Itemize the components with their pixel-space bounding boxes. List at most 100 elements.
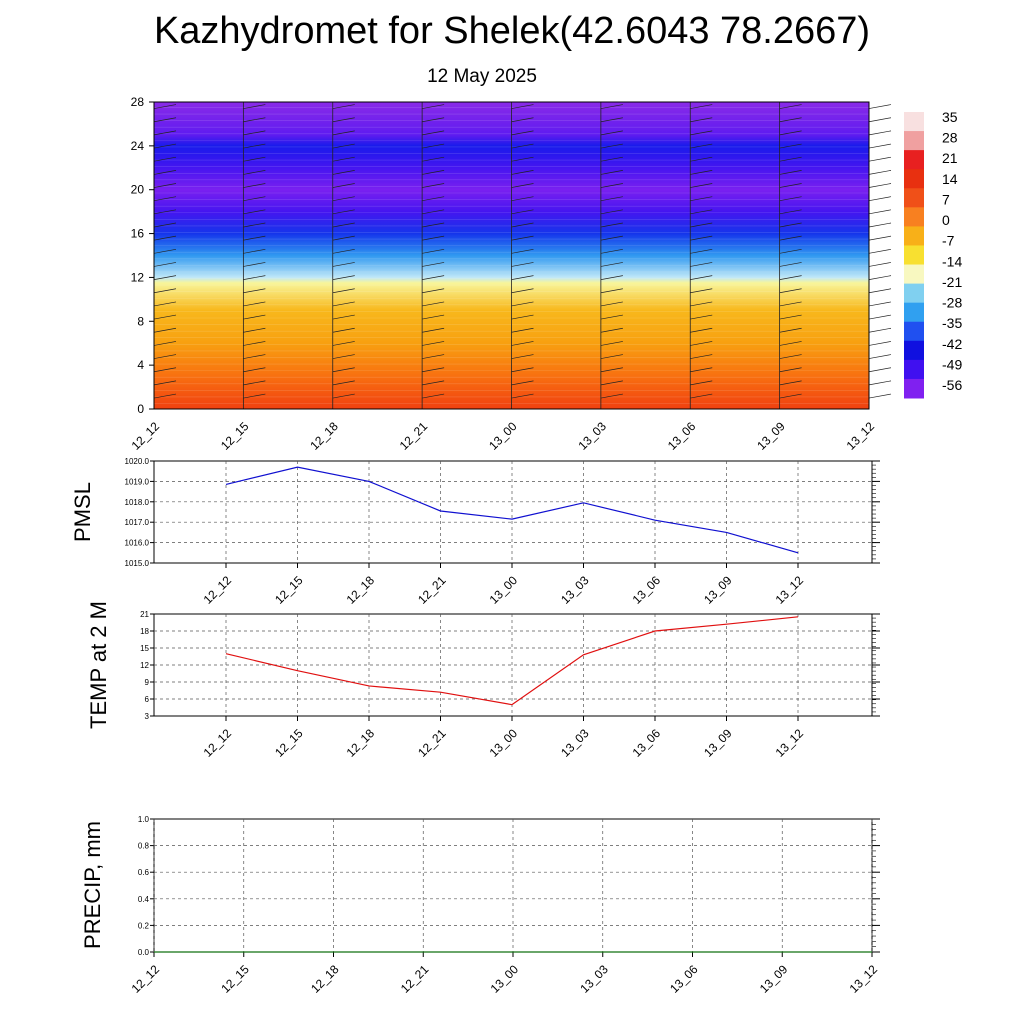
wind-barb (153, 143, 177, 149)
wind-barb (332, 196, 355, 202)
pmsl-line (225, 466, 799, 554)
wind-barb (868, 341, 892, 346)
wind-barb (779, 130, 802, 136)
wind-barb (779, 288, 802, 294)
colorbar-swatch (904, 169, 924, 189)
wind-barb (511, 354, 534, 359)
wind-barb (600, 380, 623, 386)
wind-barb (779, 183, 802, 188)
colorbar-label: 21 (942, 150, 958, 166)
y-tick-label: 0.0 (138, 948, 150, 957)
wind-barb (779, 393, 802, 399)
wind-barb (600, 275, 623, 280)
colorbar-swatch (904, 245, 924, 266)
wind-barb (332, 235, 355, 241)
colorbar-swatch (904, 340, 924, 361)
height-section-panel: 0 4 8 12 16 20 24 28 12_12 12_15 12_18 12_21 13_00 13… (129, 95, 892, 453)
precip-panel: 0.0 0.2 0.4 0.6 0.8 1.0 12_12 12_15 12_18 12_21 13… (80, 815, 880, 996)
wind-barb (332, 183, 355, 188)
colorbar-swatch (904, 264, 924, 285)
x-tick-label: 13_03 (577, 962, 611, 996)
colorbar-label: -7 (942, 233, 955, 249)
wind-barb (243, 354, 266, 359)
wind-barb (243, 222, 266, 228)
colorbar-swatch (904, 226, 924, 246)
wind-barb (422, 275, 445, 280)
wind-barb (153, 117, 177, 123)
wind-barb (690, 170, 713, 175)
x-tick-label: 12_21 (415, 726, 449, 760)
wind-barb (153, 275, 177, 280)
wind-barb (779, 301, 802, 307)
y-tick-label: 1015.0 (125, 559, 150, 568)
colorbar-label: -28 (942, 295, 962, 311)
wind-barb (600, 104, 623, 109)
wind-barb (600, 354, 623, 359)
section-frame (153, 101, 870, 410)
wind-barb (600, 130, 623, 136)
wind-barb (332, 170, 355, 175)
wind-barb (422, 170, 445, 175)
colorbar: 35 28 21 14 7 0 -7 -14 -21 -28 -35 -42 -49 -56 (904, 109, 962, 399)
wind-barb (422, 222, 445, 228)
y-tick-label: 0 (137, 402, 144, 416)
wind-barb (243, 183, 266, 188)
x-tick-label: 12_18 (308, 962, 342, 996)
panel-frame (153, 460, 873, 564)
wind-barb (243, 262, 266, 267)
wind-barb (332, 117, 355, 123)
wind-barb (868, 354, 892, 359)
wind-barb (779, 275, 802, 280)
x-tick-label: 13_12 (847, 962, 881, 996)
wind-barb (690, 130, 713, 136)
wind-barb (779, 367, 802, 373)
wind-barb (600, 235, 623, 241)
x-tick-label: 13_00 (487, 573, 521, 607)
y-tick-label: 3 (145, 712, 150, 721)
colorbar-label: -42 (942, 336, 962, 352)
y-tick-label: 12 (140, 661, 149, 670)
x-tick-label: 13_09 (701, 573, 735, 607)
wind-barb (690, 262, 713, 267)
y-tick-label: 1017.0 (125, 518, 150, 527)
x-tick-label: 13_09 (757, 962, 791, 996)
wind-barb (868, 301, 892, 307)
wind-barb (779, 327, 802, 333)
wind-barb (243, 380, 266, 386)
x-tick-label: 12_18 (344, 726, 378, 760)
wind-barb (243, 104, 266, 109)
wind-barb (690, 248, 713, 254)
wind-barb (422, 209, 445, 215)
wind-barb (690, 393, 713, 399)
wind-barb (332, 143, 355, 149)
wind-barb (422, 235, 445, 241)
wind-barb (243, 235, 266, 241)
y-tick-label: 8 (137, 314, 144, 328)
wind-barb (422, 183, 445, 188)
wind-barb (511, 367, 534, 373)
wind-barb (600, 117, 623, 123)
y-tick-label: 4 (137, 358, 144, 372)
wind-barb (153, 380, 177, 386)
temp2m-panel: 3 6 9 12 15 18 21 12_12 12_15 12_18 12_21 13_00 13_0… (86, 601, 880, 760)
x-tick-label: 13_00 (487, 726, 521, 760)
wind-barb (779, 209, 802, 215)
wind-barb (600, 248, 623, 254)
wind-barb (600, 341, 623, 346)
wind-barb (690, 196, 713, 202)
x-tick-label: 13_03 (575, 419, 609, 453)
wind-barb (422, 196, 445, 202)
wind-barb (332, 354, 355, 359)
wind-barb (511, 143, 534, 149)
y-axis-label: PRECIP, mm (80, 821, 105, 949)
wind-barb (153, 104, 177, 109)
wind-barb (511, 130, 534, 136)
wind-barb (243, 275, 266, 280)
wind-barb (868, 235, 892, 241)
wind-barb (511, 156, 534, 162)
x-tick-label: 13_00 (488, 962, 522, 996)
wind-barb (243, 341, 266, 346)
wind-barb (153, 314, 177, 320)
wind-barb (868, 248, 892, 254)
wind-barb (600, 222, 623, 228)
